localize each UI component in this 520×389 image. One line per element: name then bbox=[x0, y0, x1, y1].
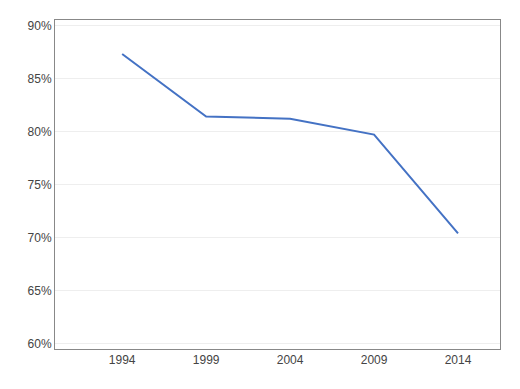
svg-text:1999: 1999 bbox=[193, 353, 220, 367]
svg-text:60%: 60% bbox=[28, 337, 52, 351]
svg-text:65%: 65% bbox=[28, 284, 52, 298]
svg-text:2004: 2004 bbox=[277, 353, 304, 367]
svg-text:2009: 2009 bbox=[361, 353, 388, 367]
svg-text:2014: 2014 bbox=[445, 353, 472, 367]
svg-text:90%: 90% bbox=[28, 19, 52, 33]
svg-text:80%: 80% bbox=[28, 125, 52, 139]
svg-text:85%: 85% bbox=[28, 72, 52, 86]
svg-text:70%: 70% bbox=[28, 231, 52, 245]
svg-text:1994: 1994 bbox=[109, 353, 136, 367]
svg-text:75%: 75% bbox=[28, 178, 52, 192]
